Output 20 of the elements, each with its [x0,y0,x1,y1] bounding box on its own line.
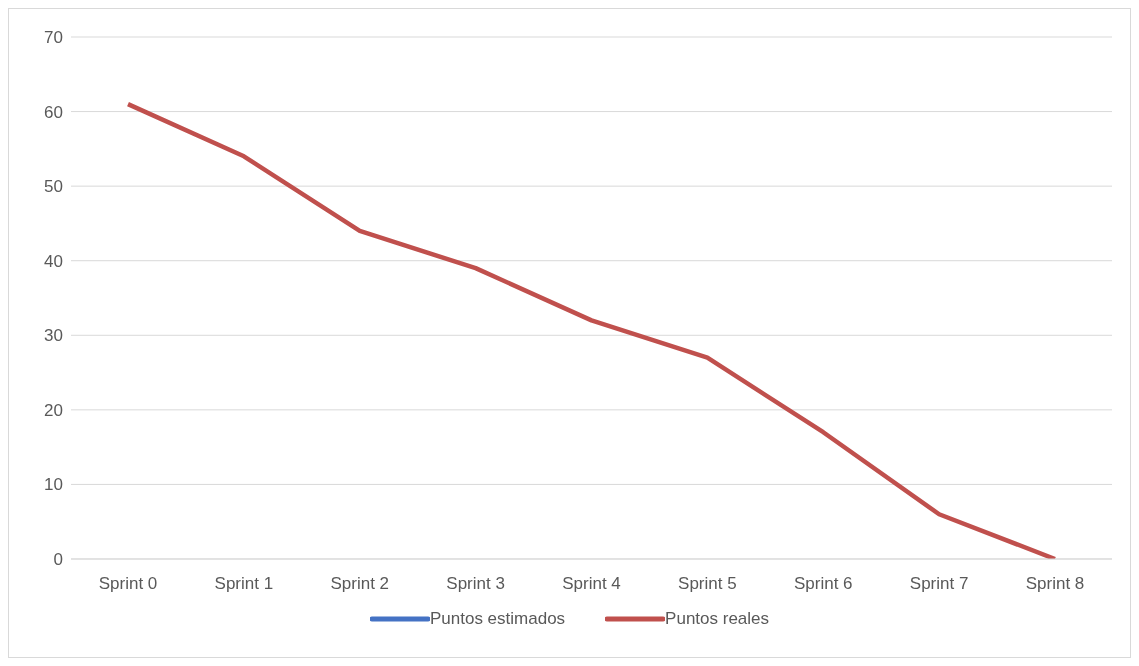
x-tick-label: Sprint 0 [98,574,158,594]
legend-label: Puntos estimados [429,609,566,629]
legend-label: Puntos reales [665,609,770,629]
y-tick-label: 40 [44,251,63,271]
x-tick-label: Sprint 4 [562,574,621,594]
line-series [125,101,1058,559]
x-tick-label: Sprint 3 [446,574,505,594]
x-tick-label: Sprint 2 [330,574,390,594]
y-tick-label: 0 [53,550,63,570]
x-tick-label: Sprint 8 [1025,574,1085,594]
x-tick-label: Sprint 1 [214,574,274,594]
x-tick-label: Sprint 7 [909,574,969,594]
y-tick-label: 70 [44,28,63,48]
y-tick-label: 20 [44,400,63,420]
y-tick-label: 50 [44,177,63,197]
y-tick-label: 10 [44,475,63,495]
y-tick-label: 60 [44,102,63,122]
x-tick-label: Sprint 6 [793,574,853,594]
y-tick-label: 30 [44,326,63,346]
x-tick-label: Sprint 5 [678,574,737,594]
